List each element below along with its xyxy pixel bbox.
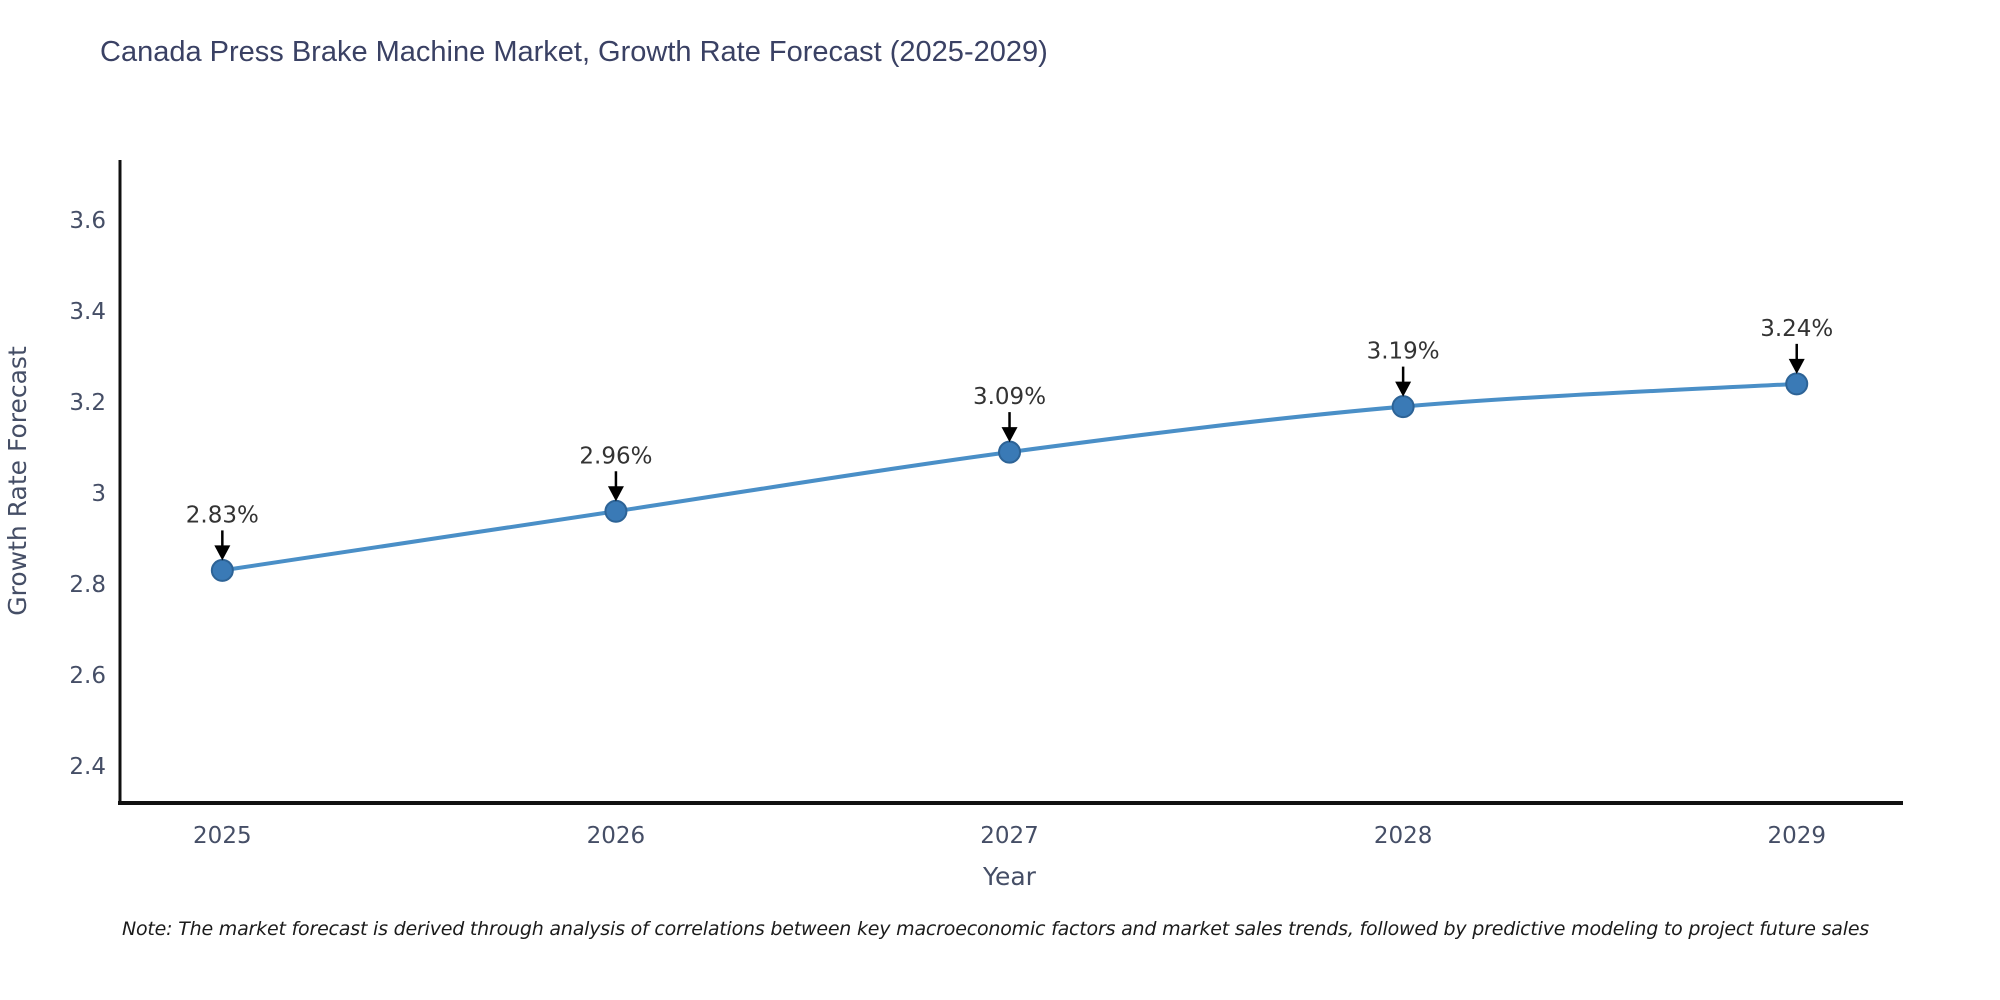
series-layer bbox=[210, 372, 1809, 582]
annotation-arrowhead bbox=[1395, 381, 1412, 397]
footnote: Note: The market forecast is derived thr… bbox=[122, 918, 1870, 940]
annotation-arrowhead bbox=[1001, 427, 1018, 443]
chart-title: Canada Press Brake Machine Market, Growt… bbox=[100, 36, 1048, 68]
axis-ticks: 2.4 2.6 2.8 3 3.2 3.4 3.6 2025 2026 2027 2028 2029 bbox=[69, 208, 1826, 849]
x-tick-label: 2026 bbox=[587, 823, 646, 849]
y-tick-label: 2.8 bbox=[69, 572, 106, 598]
x-tick-label: 2027 bbox=[980, 823, 1039, 849]
forecast-line bbox=[220, 381, 1799, 573]
x-tick-label: 2028 bbox=[1374, 823, 1433, 849]
annotation-arrowhead bbox=[1788, 358, 1805, 374]
point-value-label: 3.24% bbox=[1760, 316, 1833, 342]
point-value-label: 2.96% bbox=[579, 443, 652, 469]
y-axis-title: Growth Rate Forecast bbox=[3, 346, 32, 616]
point-value-label: 3.09% bbox=[973, 384, 1046, 410]
data-point bbox=[210, 558, 234, 582]
y-tick-label: 2.6 bbox=[69, 663, 106, 689]
y-tick-label: 2.4 bbox=[69, 754, 106, 780]
point-value-label: 2.83% bbox=[186, 502, 259, 528]
axis-titles-layer: Growth Rate Forecast Year bbox=[3, 346, 1037, 891]
y-tick-label: 3.2 bbox=[69, 390, 106, 416]
x-tick-label: 2029 bbox=[1767, 823, 1826, 849]
annotations-layer: 2.83% 2.96% 3.09% 3.19% 3.24% bbox=[186, 316, 1833, 561]
y-tick-label: 3.4 bbox=[69, 299, 106, 325]
data-point bbox=[604, 499, 628, 523]
data-point bbox=[1391, 395, 1415, 419]
x-tick-label: 2025 bbox=[193, 823, 252, 849]
data-point bbox=[998, 440, 1022, 464]
y-tick-label: 3 bbox=[91, 481, 106, 507]
annotation-arrowhead bbox=[214, 545, 231, 561]
annotation-arrowhead bbox=[607, 486, 624, 502]
data-point bbox=[1785, 372, 1809, 396]
point-value-label: 3.19% bbox=[1367, 339, 1440, 365]
x-axis-title: Year bbox=[982, 862, 1037, 891]
y-tick-label: 3.6 bbox=[69, 208, 106, 234]
